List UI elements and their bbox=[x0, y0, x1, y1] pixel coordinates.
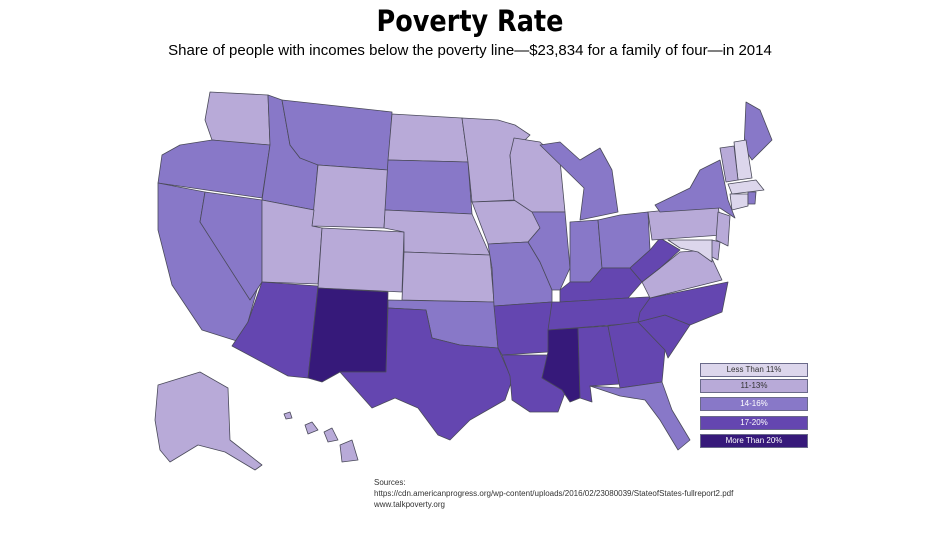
state-WA[interactable] bbox=[204, 91, 271, 146]
state-AZ[interactable] bbox=[231, 281, 319, 379]
state-NJ[interactable] bbox=[715, 211, 731, 247]
state-NY[interactable] bbox=[654, 159, 736, 219]
state-HI-4[interactable] bbox=[283, 411, 293, 420]
legend-label: 11-13% bbox=[740, 381, 768, 390]
state-MD[interactable] bbox=[667, 239, 713, 263]
map-subtitle: Share of people with incomes below the p… bbox=[168, 42, 772, 59]
legend-label: Less Than 11% bbox=[726, 365, 782, 374]
legend-label: More Than 20% bbox=[725, 436, 783, 445]
map-title: Poverty Rate bbox=[376, 4, 564, 38]
state-UT[interactable] bbox=[261, 199, 323, 285]
legend-item-less-than-11: Less Than 11% bbox=[700, 363, 808, 377]
state-FL[interactable] bbox=[589, 381, 691, 451]
legend-item-17-20: 17-20% bbox=[700, 416, 808, 430]
sources-block: Sources: https://cdn.americanprogress.or… bbox=[374, 477, 733, 510]
sources-link-2[interactable]: www.talkpoverty.org bbox=[374, 500, 445, 509]
state-MI[interactable] bbox=[539, 141, 619, 221]
state-NM[interactable] bbox=[307, 287, 389, 383]
state-MA[interactable] bbox=[727, 179, 765, 195]
state-KS[interactable] bbox=[401, 251, 495, 303]
state-AK[interactable] bbox=[154, 371, 263, 471]
state-NC[interactable] bbox=[637, 281, 729, 326]
state-ME[interactable] bbox=[743, 101, 773, 161]
state-ND[interactable] bbox=[387, 113, 469, 163]
legend-item-11-13: 11-13% bbox=[700, 379, 808, 393]
state-CO[interactable] bbox=[317, 227, 405, 293]
legend-label: 14-16% bbox=[740, 399, 768, 408]
state-SD[interactable] bbox=[384, 159, 473, 215]
state-TX[interactable] bbox=[339, 307, 513, 441]
state-CT[interactable] bbox=[729, 193, 749, 211]
sources-label: Sources: bbox=[374, 478, 406, 487]
legend-item-more-than-20: More Than 20% bbox=[700, 434, 808, 448]
legend-item-14-16: 14-16% bbox=[700, 397, 808, 411]
state-AR[interactable] bbox=[493, 301, 553, 356]
state-WY[interactable] bbox=[311, 164, 389, 229]
state-WV[interactable] bbox=[629, 237, 681, 283]
state-HI-3[interactable] bbox=[339, 439, 359, 463]
sources-link-1[interactable]: https://cdn.americanprogress.org/wp-cont… bbox=[374, 489, 734, 498]
state-RI[interactable] bbox=[747, 191, 757, 205]
state-IL[interactable] bbox=[527, 211, 571, 291]
state-VT[interactable] bbox=[719, 145, 739, 183]
state-NV[interactable] bbox=[199, 191, 263, 301]
state-HI[interactable] bbox=[304, 421, 319, 435]
legend-label: 17-20% bbox=[740, 418, 768, 427]
state-HI-2[interactable] bbox=[323, 427, 339, 443]
state-IN[interactable] bbox=[569, 219, 603, 283]
state-GA[interactable] bbox=[607, 321, 666, 389]
